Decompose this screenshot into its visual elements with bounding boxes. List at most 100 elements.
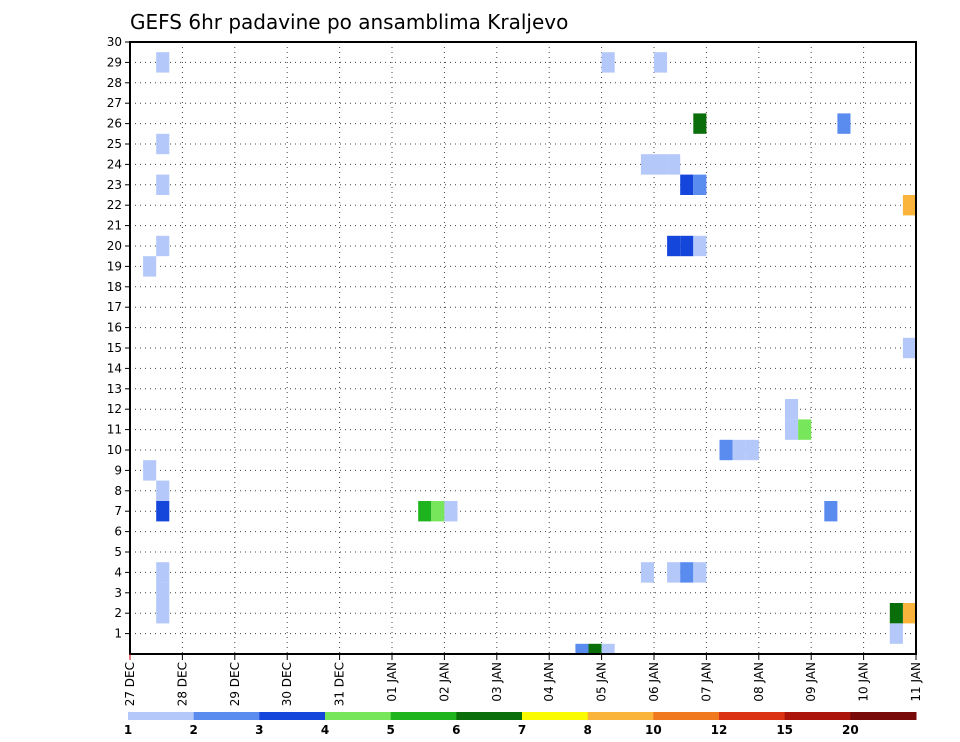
colorbar-label: 3	[255, 723, 263, 737]
precip-cell	[798, 419, 812, 440]
precip-cell	[601, 643, 615, 654]
precip-cell	[654, 154, 668, 175]
plot-frame	[129, 41, 917, 655]
chart-title: GEFS 6hr padavine po ansamblima Kraljevo	[130, 10, 568, 34]
y-tick-label: 21	[107, 219, 122, 233]
precip-cell	[640, 562, 654, 583]
x-tick-label: 02 JAN	[437, 662, 451, 702]
precip-cell	[156, 603, 170, 624]
x-tick-label: 07 JAN	[699, 662, 713, 702]
grid-lines	[130, 41, 916, 654]
colorbar-segment	[784, 712, 851, 720]
y-tick-label: 20	[107, 239, 122, 253]
x-tick-label: 29 DEC	[228, 662, 242, 706]
y-axis: 1234567891011121314151617181920212223242…	[107, 35, 130, 641]
precip-cell	[156, 235, 170, 257]
x-tick-label: 04 JAN	[542, 662, 556, 702]
colorbar-segment	[128, 712, 195, 720]
colorbar-label: 8	[583, 723, 591, 737]
colorbar-label: 10	[645, 723, 662, 737]
y-tick-label: 6	[114, 525, 122, 539]
precip-cell	[156, 582, 170, 603]
data-cells	[143, 52, 916, 654]
precip-cell	[431, 501, 445, 522]
precip-cell	[156, 480, 170, 501]
precip-cell	[902, 195, 916, 216]
precip-cell	[667, 562, 681, 583]
colorbar: 1 2 3 4 5 6 7 8 10 12 15 20	[124, 712, 917, 737]
precip-cell	[693, 174, 707, 195]
precip-cell	[156, 52, 170, 73]
y-tick-label: 30	[107, 35, 122, 49]
y-tick-label: 17	[107, 300, 122, 314]
y-tick-label: 25	[107, 137, 122, 151]
precip-cell	[667, 235, 681, 257]
y-tick-label: 3	[114, 586, 122, 600]
precip-cell	[156, 133, 170, 155]
precip-cell	[837, 113, 851, 134]
colorbar-label: 5	[386, 723, 394, 737]
colorbar-label: 15	[776, 723, 793, 737]
colorbar-segment	[390, 712, 457, 720]
colorbar-label: 20	[842, 723, 859, 737]
precip-cell	[889, 623, 903, 644]
y-tick-label: 1	[114, 627, 122, 641]
precip-cell	[575, 643, 589, 654]
colorbar-segment	[719, 712, 786, 720]
colorbar-segment	[653, 712, 720, 720]
colorbar-segment	[456, 712, 523, 720]
precip-cell	[156, 501, 170, 522]
y-tick-label: 14	[107, 361, 122, 375]
precip-cell	[156, 562, 170, 583]
x-tick-label: 28 DEC	[175, 662, 189, 706]
y-tick-label: 23	[107, 178, 122, 192]
precip-cell	[824, 501, 838, 522]
x-axis: 27 DEC 28 DEC 29 DEC 30 DEC 31 DEC 01 JAN 02 J…	[123, 654, 923, 706]
y-tick-label: 16	[107, 321, 122, 335]
x-tick-label: 30 DEC	[280, 662, 294, 706]
x-tick-label: 31 DEC	[333, 662, 347, 706]
y-tick-label: 18	[107, 280, 122, 294]
y-tick-label: 5	[114, 545, 122, 559]
colorbar-label: 2	[189, 723, 197, 737]
y-tick-label: 11	[107, 423, 122, 437]
precip-cell	[732, 439, 746, 461]
y-tick-label: 15	[107, 341, 122, 355]
precip-cell	[654, 52, 668, 73]
precip-cell	[693, 562, 707, 583]
precip-cell	[601, 52, 615, 73]
y-tick-label: 2	[114, 606, 122, 620]
x-tick-label: 10 JAN	[857, 662, 871, 702]
y-tick-label: 29	[107, 55, 122, 69]
colorbar-label: 6	[452, 723, 460, 737]
precip-cell	[719, 439, 733, 461]
colorbar-label: 7	[518, 723, 526, 737]
precip-cell	[693, 113, 707, 134]
precip-cell	[902, 337, 916, 359]
precip-cell	[680, 174, 694, 195]
y-tick-label: 27	[107, 96, 122, 110]
x-tick-label: 27 DEC	[123, 662, 137, 706]
y-tick-label: 10	[107, 443, 122, 457]
precip-cell	[588, 643, 602, 654]
precip-cell	[902, 603, 916, 624]
precip-cell	[785, 399, 799, 420]
precip-cell	[785, 419, 799, 440]
colorbar-label: 1	[124, 723, 132, 737]
y-tick-label: 13	[107, 382, 122, 396]
precip-cell	[143, 256, 157, 277]
y-tick-label: 22	[107, 198, 122, 212]
precip-cell	[680, 235, 694, 257]
y-tick-label: 7	[114, 504, 122, 518]
precip-cell	[889, 603, 903, 624]
y-tick-label: 9	[114, 463, 122, 477]
precip-cell	[745, 439, 759, 461]
colorbar-segment	[850, 712, 917, 720]
precip-cell	[667, 154, 681, 175]
colorbar-label: 4	[321, 723, 329, 737]
colorbar-segment	[193, 712, 260, 720]
precip-cell	[143, 460, 157, 481]
colorbar-segment	[325, 712, 392, 720]
y-tick-label: 26	[107, 117, 122, 131]
